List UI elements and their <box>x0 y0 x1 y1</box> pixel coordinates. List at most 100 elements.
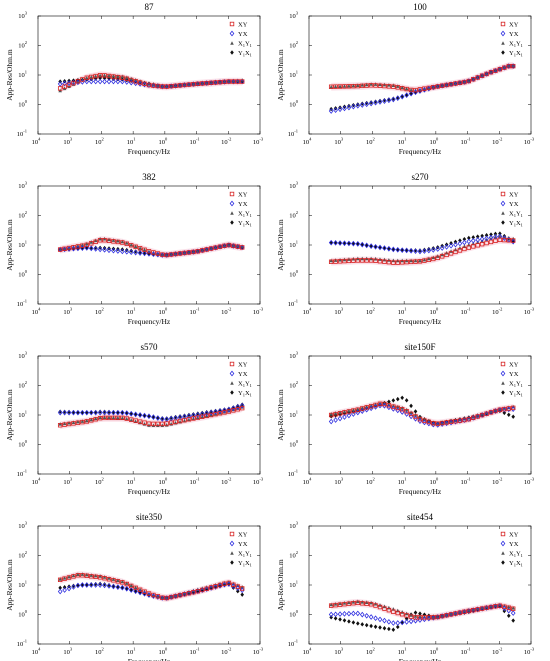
data-point <box>111 239 116 244</box>
data-point <box>173 251 178 257</box>
data-point <box>93 573 98 578</box>
data-point <box>93 574 98 580</box>
data-point <box>66 409 72 416</box>
data-point <box>155 251 161 256</box>
data-point <box>342 414 347 420</box>
data-point <box>124 410 130 416</box>
data-point <box>400 612 405 617</box>
data-point <box>413 248 418 254</box>
data-point <box>57 577 63 583</box>
data-point <box>129 411 134 416</box>
data-point <box>93 74 98 78</box>
data-point <box>120 78 125 85</box>
x-tick-label: 101 <box>127 307 136 317</box>
data-point <box>168 83 174 89</box>
y-tick-label: 100 <box>18 609 28 619</box>
x-tick-label: 10-3 <box>253 477 264 487</box>
data-point <box>400 407 405 412</box>
y-tick-label: 10-1 <box>17 129 27 139</box>
data-point <box>160 84 165 89</box>
data-point <box>502 605 507 612</box>
data-point <box>488 70 494 75</box>
data-point <box>449 249 453 253</box>
data-point <box>342 84 347 89</box>
data-point <box>84 242 90 248</box>
data-point <box>506 406 511 411</box>
data-point <box>351 411 356 417</box>
data-point <box>395 620 401 626</box>
x-tick-label: 100 <box>429 647 439 657</box>
data-point <box>177 251 183 256</box>
data-point <box>62 246 67 251</box>
data-point <box>129 417 134 422</box>
data-point <box>124 416 129 421</box>
data-point <box>107 415 111 420</box>
data-point <box>120 239 125 244</box>
data-point <box>213 584 218 590</box>
data-point <box>217 582 223 589</box>
data-point <box>373 404 378 410</box>
data-point <box>151 423 156 428</box>
data-point <box>111 73 116 78</box>
data-point <box>497 407 503 412</box>
y-tick-label: 103 <box>289 11 299 21</box>
data-point <box>231 407 236 412</box>
data-point <box>231 408 236 413</box>
data-point <box>453 419 458 424</box>
data-point <box>448 611 454 618</box>
data-point <box>133 79 138 84</box>
data-point <box>417 87 423 92</box>
data-point <box>66 575 72 580</box>
data-point <box>333 602 338 606</box>
data-point <box>71 574 76 579</box>
data-point <box>471 235 476 240</box>
data-point <box>337 415 343 422</box>
data-point <box>182 591 187 598</box>
data-point <box>156 594 160 599</box>
data-point <box>373 243 378 250</box>
data-point <box>186 82 192 87</box>
x-tick-label: 103 <box>63 647 73 657</box>
data-point <box>364 243 369 248</box>
data-point <box>187 417 191 422</box>
data-point <box>342 258 347 264</box>
data-point <box>329 602 333 607</box>
data-point <box>107 409 111 415</box>
data-point <box>217 244 223 249</box>
data-point <box>115 239 121 245</box>
data-point <box>217 79 223 85</box>
data-point <box>448 251 454 256</box>
data-point <box>235 588 240 594</box>
data-point <box>347 241 351 246</box>
data-point <box>360 406 365 411</box>
data-point <box>457 610 463 615</box>
data-point <box>462 417 467 423</box>
data-point <box>62 421 67 426</box>
y-axis-label: App-Res/Ohm.m <box>276 219 285 271</box>
data-point <box>133 244 138 249</box>
data-point <box>422 258 427 263</box>
data-point <box>351 84 356 89</box>
data-point <box>67 84 71 88</box>
data-point <box>404 619 409 625</box>
y-tick-label: 103 <box>18 181 28 191</box>
data-point <box>470 607 476 613</box>
data-point <box>120 409 125 416</box>
data-point <box>506 412 511 417</box>
y-tick-label: 103 <box>18 521 28 531</box>
data-point <box>84 409 90 416</box>
legend-label: XY <box>238 192 248 199</box>
data-point <box>391 627 396 632</box>
data-point <box>391 84 396 89</box>
data-point <box>124 79 130 85</box>
y-tick-label: 10-1 <box>288 469 298 479</box>
data-point <box>88 582 94 588</box>
data-point <box>453 241 458 248</box>
data-point <box>151 593 156 599</box>
data-point <box>408 259 414 265</box>
data-point <box>93 78 99 85</box>
x-tick-label: 102 <box>95 647 104 657</box>
data-point <box>85 572 89 577</box>
data-point <box>106 409 112 416</box>
y-tick-label: 100 <box>18 269 28 279</box>
